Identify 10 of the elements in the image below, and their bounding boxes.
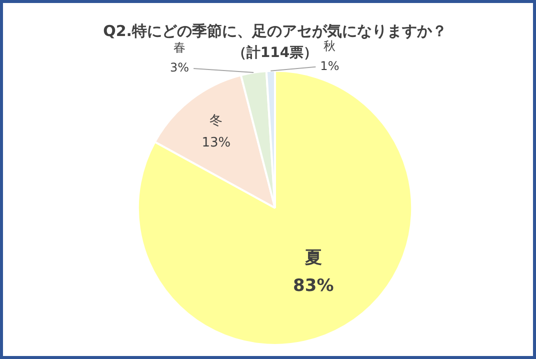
data-label: 1% (320, 58, 340, 73)
slice-label: 秋 (324, 38, 336, 53)
slice-label: 春 (174, 40, 186, 55)
chart-subtitle: （計114票） (232, 45, 318, 62)
slice-label: 冬 (210, 113, 223, 128)
data-label: 83% (293, 276, 334, 296)
slice-label: 夏 (304, 248, 322, 268)
data-label: 13% (202, 135, 231, 150)
data-label: 3% (170, 60, 190, 75)
chart-title: Q2.特にどの季節に、足のアセが気になりますか？ (103, 22, 447, 40)
